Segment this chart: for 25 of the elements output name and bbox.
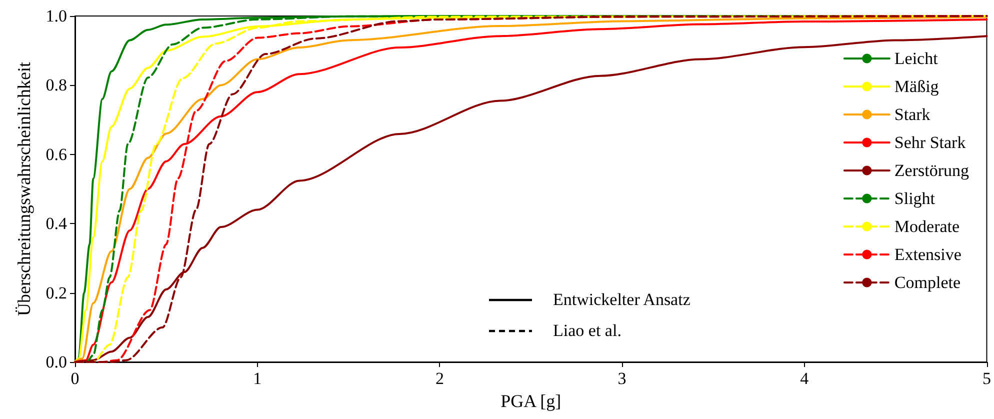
x-tick-label: 1: [253, 369, 262, 388]
y-tick-label: 0.8: [46, 76, 67, 95]
x-tick-label: 4: [800, 369, 810, 388]
annotation: Liao et al.: [553, 320, 622, 340]
x-tick-label: 0: [70, 369, 80, 388]
x-tick-label: 2: [435, 369, 444, 388]
y-axis-title: Überschreitungswahrscheinlichkeit: [14, 62, 34, 316]
legend-label: Zerstörung: [894, 161, 970, 180]
y-tick-label: 0.2: [46, 283, 67, 302]
legend-label: Slight: [894, 189, 936, 208]
legend-label: Mäßig: [894, 77, 940, 96]
legend-label: Sehr Stark: [894, 133, 966, 152]
legend-label: Moderate: [894, 217, 960, 236]
legend-label: Leicht: [894, 49, 938, 68]
annotation: Entwickelter Ansatz: [553, 290, 690, 310]
y-tick-label: 0.4: [46, 214, 68, 234]
y-tick-label: 1.0: [46, 6, 67, 26]
legend-label: Extensive: [894, 245, 962, 264]
y-tick-label: 0.0: [46, 352, 67, 372]
x-tick-label: 3: [618, 369, 626, 388]
y-tick-label: 0.6: [46, 144, 67, 164]
legend-label: Stark: [894, 105, 931, 124]
x-tick-label: 5: [982, 369, 991, 388]
x-axis-title: PGA [g]: [500, 391, 562, 411]
legend-label: Complete: [894, 273, 961, 292]
